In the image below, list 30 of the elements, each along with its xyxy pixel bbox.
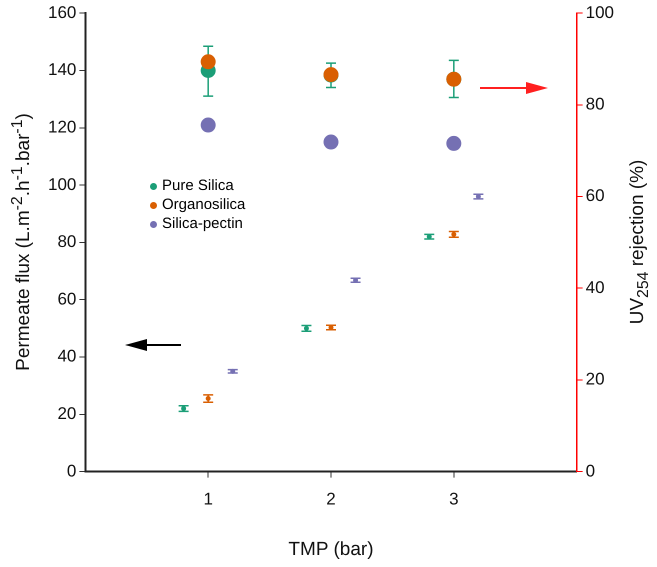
legend-label: Pure Silica <box>162 177 234 194</box>
y-tick-label: 40 <box>57 346 76 366</box>
x-axis-title: TMP (bar) <box>288 539 374 561</box>
point <box>200 54 216 70</box>
x-tick-label: 2 <box>326 489 336 508</box>
y2-tick-label: 60 <box>586 186 605 206</box>
legend-label: Silica-pectin <box>162 215 243 232</box>
point <box>324 134 338 150</box>
x-tick-label: 1 <box>203 489 213 508</box>
y-tick-label: 20 <box>57 404 76 423</box>
y-tick-label: 140 <box>48 60 76 80</box>
y-tick-label: 60 <box>57 289 76 308</box>
point <box>181 406 186 412</box>
y2-tick-label: 100 <box>586 2 614 22</box>
y-tick-label: 100 <box>48 174 76 194</box>
point <box>446 136 462 151</box>
point <box>230 368 236 374</box>
y-tick-label: 120 <box>48 117 76 136</box>
point <box>304 326 309 331</box>
legend-label: Organosilica <box>162 196 246 213</box>
x-tick-label: 3 <box>449 489 459 508</box>
y2-tick-label: 0 <box>586 461 596 480</box>
y-tick-label: 160 <box>48 2 76 22</box>
y-tick-label: 0 <box>66 461 76 480</box>
point <box>200 118 216 133</box>
y2-tick-label: 40 <box>586 278 605 297</box>
y2-tick-label: 80 <box>586 94 605 114</box>
y-tick-label: 80 <box>57 232 76 252</box>
point <box>451 232 456 237</box>
y2-tick-label: 20 <box>586 370 605 389</box>
